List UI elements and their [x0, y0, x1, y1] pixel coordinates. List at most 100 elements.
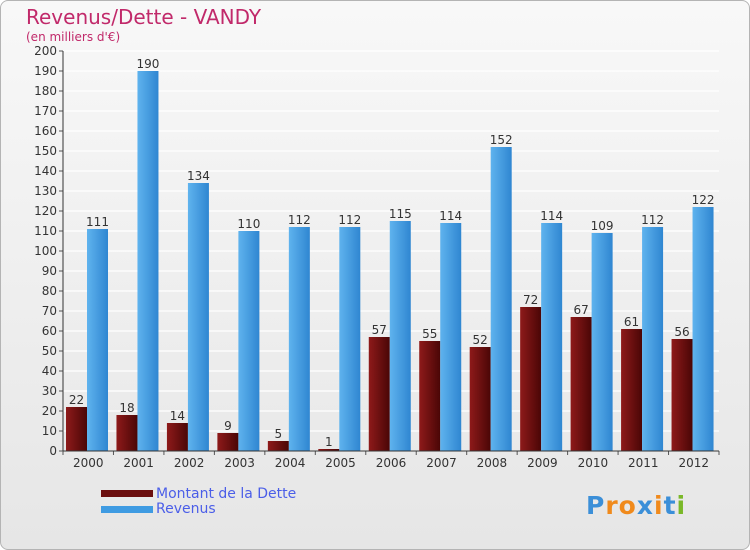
data-labels: 22 111 18 190 14 134 9 110 5 112 1 112 57 115 55 114 52 1… [69, 57, 715, 449]
bar-revenue-value-label: 134 [187, 169, 210, 183]
bar-debt [66, 407, 87, 451]
y-tick-label: 60 [42, 324, 57, 338]
legend-swatch-debt [101, 490, 153, 497]
bar-revenue-value-label: 112 [338, 213, 361, 227]
axes [59, 50, 720, 455]
bar-debt [570, 317, 592, 451]
bar-debt-value-label: 67 [573, 303, 588, 317]
y-tick-label: 170 [34, 104, 57, 118]
y-tick-label: 190 [34, 64, 57, 78]
bar-debt [217, 433, 239, 451]
y-tick-label: 10 [42, 424, 57, 438]
y-tick-label: 70 [42, 304, 57, 318]
bar-revenue [490, 147, 512, 451]
y-tick-label: 50 [42, 344, 57, 358]
y-axis-tick-labels: 0 10 20 30 40 50 60 70 80 90 100 110 120 130 140 150 160… [34, 44, 57, 458]
y-tick-label: 160 [34, 124, 57, 138]
bar-debt-value-label: 14 [170, 409, 185, 423]
bar-debt-value-label: 1 [325, 435, 333, 449]
x-tick-label: 2004 [275, 456, 306, 470]
bar-revenue [87, 229, 108, 451]
bar-debt-value-label: 57 [372, 323, 387, 337]
x-tick-label: 2007 [426, 456, 457, 470]
bar-revenue-value-label: 111 [86, 215, 109, 229]
y-tick-label: 30 [42, 384, 57, 398]
y-tick-label: 90 [42, 264, 57, 278]
bar-revenue-value-label: 190 [137, 57, 160, 71]
x-tick-label: 2006 [376, 456, 407, 470]
bar-debt [318, 449, 340, 451]
bar-revenue [591, 233, 613, 451]
x-tick-label: 2012 [678, 456, 709, 470]
x-tick-label: 2009 [527, 456, 558, 470]
y-tick-label: 0 [49, 444, 57, 458]
x-axis-tick-labels: 2000 2001 2002 2003 2004 2005 2006 2007 2008 2009… [73, 456, 709, 470]
y-tick-label: 200 [34, 44, 57, 58]
bar-debt-value-label: 52 [473, 333, 488, 347]
y-tick-label: 150 [34, 144, 57, 158]
bar-revenue-value-label: 112 [641, 213, 664, 227]
y-tick-label: 140 [34, 164, 57, 178]
bar-debt-value-label: 9 [224, 419, 232, 433]
bar-revenue [642, 227, 664, 451]
bar-revenue [692, 207, 714, 451]
bar-debt [267, 441, 289, 451]
bar-revenue-value-label: 112 [288, 213, 311, 227]
bar-revenue [187, 183, 209, 451]
proxiti-logo: Proxiti [586, 491, 687, 520]
legend-label-revenue: Revenus [156, 501, 216, 517]
bar-debt [166, 423, 188, 451]
x-tick-label: 2001 [123, 456, 154, 470]
x-tick-label: 2005 [325, 456, 356, 470]
bar-debt-value-label: 18 [119, 401, 134, 415]
x-tick-label: 2010 [578, 456, 609, 470]
bar-revenue [238, 231, 260, 451]
x-tick-label: 2011 [628, 456, 659, 470]
bar-debt [621, 329, 643, 451]
bar-debt [368, 337, 390, 451]
y-tick-label: 100 [34, 244, 57, 258]
y-tick-label: 120 [34, 204, 57, 218]
x-tick-label: 2000 [73, 456, 104, 470]
bar-debt-value-label: 22 [69, 393, 84, 407]
y-tick-label: 20 [42, 404, 57, 418]
y-tick-label: 40 [42, 364, 57, 378]
y-tick-label: 110 [34, 224, 57, 238]
bar-revenue [440, 223, 462, 451]
x-tick-label: 2003 [224, 456, 255, 470]
bar-revenue [541, 223, 563, 451]
bar-revenue-value-label: 122 [692, 193, 715, 207]
bar-debt-value-label: 56 [674, 325, 689, 339]
legend-swatch-revenue [101, 506, 153, 513]
bar-debt-value-label: 61 [624, 315, 639, 329]
legend-label-debt: Montant de la Dette [156, 486, 297, 502]
bar-debt-value-label: 72 [523, 293, 538, 307]
bar-revenue [137, 71, 159, 451]
bar-debt [419, 341, 441, 451]
bar-revenue [288, 227, 310, 451]
bar-revenue-value-label: 110 [237, 217, 260, 231]
bar-revenue [339, 227, 361, 451]
bar-revenue [389, 221, 411, 451]
y-tick-label: 80 [42, 284, 57, 298]
bars [66, 71, 714, 451]
x-tick-label: 2008 [477, 456, 508, 470]
bar-debt-value-label: 55 [422, 327, 437, 341]
bar-debt [671, 339, 693, 451]
bar-debt [469, 347, 491, 451]
chart-title: Revenus/Dette - VANDY [26, 5, 262, 29]
bar-debt [520, 307, 542, 451]
bar-revenue-value-label: 114 [439, 209, 462, 223]
bar-debt-value-label: 5 [275, 427, 283, 441]
bar-revenue-value-label: 109 [591, 219, 614, 233]
bar-revenue-value-label: 114 [540, 209, 563, 223]
y-tick-label: 130 [34, 184, 57, 198]
chart-subtitle: (en milliers d'€) [26, 30, 121, 44]
bar-revenue-value-label: 152 [490, 133, 513, 147]
bar-revenue-value-label: 115 [389, 207, 412, 221]
bar-debt [116, 415, 138, 451]
x-tick-label: 2002 [174, 456, 205, 470]
y-tick-label: 180 [34, 84, 57, 98]
